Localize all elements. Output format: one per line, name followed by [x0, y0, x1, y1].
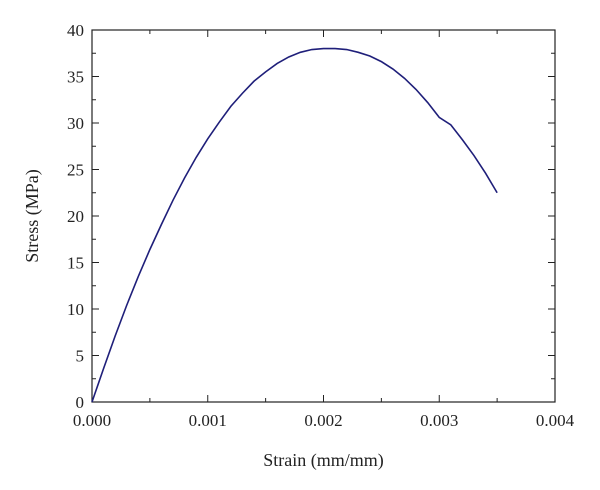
y-tick-label: 20: [67, 207, 84, 226]
y-tick-label: 0: [76, 393, 85, 412]
x-axis-title: Strain (mm/mm): [263, 450, 384, 471]
y-tick-label: 35: [67, 68, 84, 87]
y-tick-label: 40: [67, 21, 84, 40]
y-tick-label: 25: [67, 161, 84, 180]
x-tick-label: 0.002: [304, 411, 342, 430]
axis-ticks: [91, 29, 556, 403]
x-tick-label: 0.001: [189, 411, 227, 430]
y-tick-label: 10: [67, 300, 84, 319]
y-tick-label: 5: [76, 347, 85, 366]
plot-frame: [91, 29, 556, 403]
y-tick-label: 30: [67, 114, 84, 133]
x-tick-label: 0.000: [73, 411, 111, 430]
y-axis-tick-labels: 0 5 10 15 20 25 30 35 40: [67, 21, 84, 412]
y-axis-title: Stress (MPa): [22, 169, 43, 263]
series-line-stress-strain: [91, 47, 498, 403]
x-tick-label: 0.003: [420, 411, 458, 430]
x-axis-tick-labels: 0.000 0.001 0.002 0.003 0.004: [73, 411, 575, 430]
x-tick-label: 0.004: [536, 411, 575, 430]
y-tick-label: 15: [67, 254, 84, 273]
